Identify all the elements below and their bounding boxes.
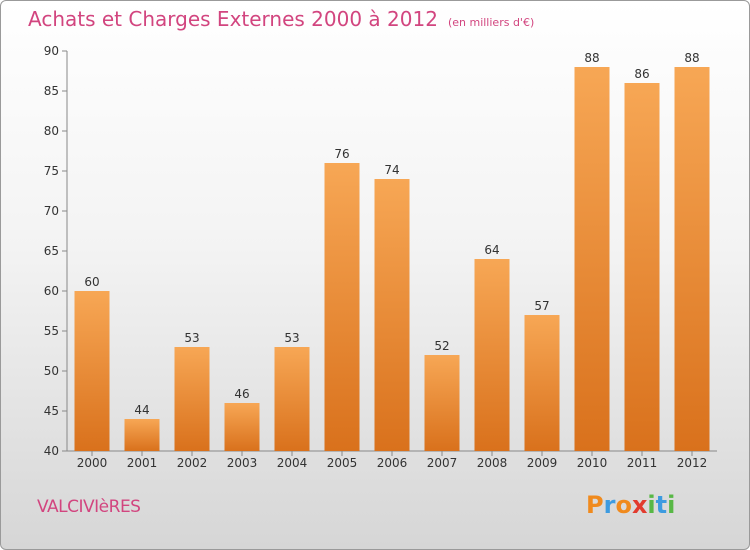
x-tick-label: 2012: [677, 456, 708, 470]
data-labels: 60 44 53 46 53 76 74 52 64 57 88 86 88: [84, 51, 699, 417]
x-tick-label: 2009: [527, 456, 558, 470]
x-tick-label: 2008: [477, 456, 508, 470]
y-axis: 40 45 50 55 60 65 70 75 80 85 90: [44, 44, 68, 458]
data-label: 53: [284, 331, 299, 345]
x-tick-label: 2007: [427, 456, 458, 470]
data-label: 52: [434, 339, 449, 353]
logo-letter: x: [631, 491, 648, 519]
town-name: VALCIVIèRES: [37, 497, 141, 517]
x-tick-label: 2002: [177, 456, 208, 470]
x-tick-label: 2010: [577, 456, 608, 470]
y-tick-label: 75: [44, 164, 59, 178]
x-tick-label: 2003: [227, 456, 258, 470]
y-tick-label: 45: [44, 404, 59, 418]
bars: [74, 67, 710, 451]
y-tick-label: 50: [44, 364, 59, 378]
logo-letter: i: [647, 491, 656, 519]
bar-2002: [174, 347, 210, 451]
data-label: 76: [334, 147, 349, 161]
y-tick-label: 80: [44, 124, 59, 138]
bar-2000: [74, 291, 110, 451]
x-tick-label: 2004: [277, 456, 308, 470]
bar-2001: [124, 419, 160, 451]
data-label: 88: [584, 51, 599, 65]
y-tick-label: 70: [44, 204, 59, 218]
proxiti-logo: Proxiti: [586, 491, 675, 519]
data-label: 57: [534, 299, 549, 313]
data-label: 64: [484, 243, 499, 257]
y-tick-label: 85: [44, 84, 59, 98]
data-label: 88: [684, 51, 699, 65]
y-tick-label: 40: [44, 444, 59, 458]
bar-2009: [524, 315, 560, 451]
x-tick-label: 2001: [127, 456, 158, 470]
x-tick-label: 2005: [327, 456, 358, 470]
data-label: 60: [84, 275, 99, 289]
x-axis: 2000 2001 2002 2003 2004 2005 2006 2007 2008 2009…: [67, 450, 717, 470]
bar-2005: [324, 163, 360, 451]
data-label: 44: [134, 403, 149, 417]
chart-title: Achats et Charges Externes 2000 à 2012 (e…: [28, 7, 535, 31]
x-tick-label: 2006: [377, 456, 408, 470]
logo-letter: t: [655, 491, 668, 519]
x-tick-label: 2011: [627, 456, 658, 470]
bar-2007: [424, 355, 460, 451]
data-label: 53: [184, 331, 199, 345]
logo-letter: i: [667, 491, 676, 519]
bar-2004: [274, 347, 310, 451]
bar-2010: [574, 67, 610, 451]
chart-unit: (en milliers d'€): [447, 16, 535, 29]
bar-2006: [374, 179, 410, 451]
bar-2008: [474, 259, 510, 451]
logo-letter: P: [586, 491, 604, 519]
logo-letter: o: [615, 491, 632, 519]
y-tick-label: 55: [44, 324, 59, 338]
x-tick-label: 2000: [77, 456, 108, 470]
logo-letter: r: [603, 491, 616, 519]
y-tick-label: 65: [44, 244, 59, 258]
bar-2003: [224, 403, 260, 451]
data-label: 74: [384, 163, 399, 177]
data-label: 86: [634, 67, 649, 81]
data-label: 46: [234, 387, 249, 401]
bar-2011: [624, 83, 660, 451]
y-tick-label: 60: [44, 284, 59, 298]
bar-2012: [674, 67, 710, 451]
y-tick-label: 90: [44, 44, 59, 58]
